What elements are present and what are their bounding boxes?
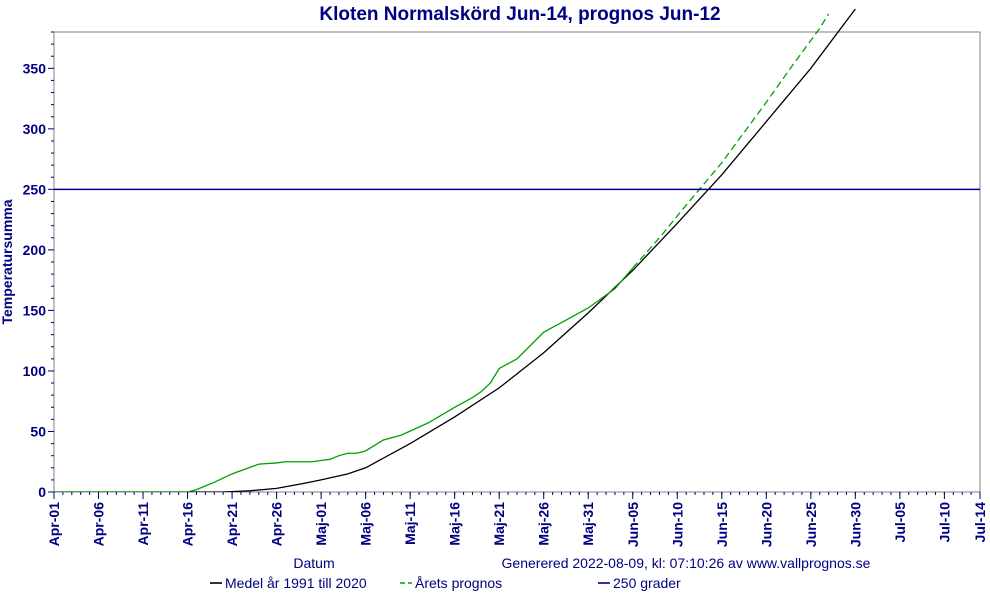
x-tick-label: Jul-10 bbox=[936, 502, 952, 543]
x-tick-label: Apr-26 bbox=[269, 502, 285, 547]
x-tick-label: Maj-11 bbox=[402, 502, 418, 545]
x-tick-label: Jun-10 bbox=[669, 502, 685, 547]
y-tick-label: 200 bbox=[23, 242, 47, 258]
x-axis-label: Datum bbox=[293, 555, 334, 571]
legend-label: Medel år 1991 till 2020 bbox=[225, 575, 367, 591]
y-tick-label: 50 bbox=[30, 423, 46, 439]
x-tick-label: Maj-16 bbox=[447, 502, 463, 546]
y-tick-label: 300 bbox=[23, 121, 47, 137]
y-tick-label: 250 bbox=[23, 181, 47, 197]
y-tick-label: 100 bbox=[23, 363, 47, 379]
x-tick-label: Apr-11 bbox=[135, 502, 151, 546]
x-tick-label: Jun-15 bbox=[714, 502, 730, 547]
plot-frame bbox=[53, 31, 981, 493]
x-tick-label: Jun-30 bbox=[847, 502, 863, 547]
x-tick-label: Jun-20 bbox=[758, 502, 774, 547]
x-tick-label: Jul-05 bbox=[892, 502, 908, 543]
x-tick-label: Apr-01 bbox=[46, 502, 62, 547]
x-tick-label: Jun-05 bbox=[625, 502, 641, 547]
x-tick-label: Maj-21 bbox=[491, 502, 507, 546]
chart-legend: Medel år 1991 till 2020 Årets prognos 250 … bbox=[210, 575, 681, 591]
x-tick-label: Maj-31 bbox=[580, 502, 596, 546]
x-tick-label: Apr-21 bbox=[224, 502, 240, 547]
plot-area: 0 50 100 150 200 250 300 350 Apr-01 Apr-06 Apr-11 A… bbox=[23, 8, 988, 547]
legend-label: 250 grader bbox=[613, 575, 681, 591]
y-tick-label: 150 bbox=[23, 302, 47, 318]
series-line-forecast-projected bbox=[632, 13, 830, 269]
series-line-forecast-observed bbox=[54, 267, 634, 492]
legend-label: Årets prognos bbox=[415, 575, 502, 591]
chart-title: Kloten Normalskörd Jun-14, prognos Jun-1… bbox=[319, 4, 720, 25]
x-tick-label: Jun-25 bbox=[803, 502, 819, 547]
generated-footer: Generered 2022-08-09, kl: 07:10:26 av ww… bbox=[502, 555, 871, 571]
x-tick-label: Maj-06 bbox=[358, 502, 374, 546]
x-tick-label: Maj-26 bbox=[536, 502, 552, 546]
y-tick-label: 0 bbox=[38, 484, 46, 500]
series-line-normal bbox=[54, 8, 856, 492]
series-group bbox=[54, 8, 980, 492]
y-tick-label: 350 bbox=[23, 60, 47, 76]
x-tick-label: Jul-14 bbox=[972, 502, 988, 543]
x-tick-label: Maj-01 bbox=[313, 502, 329, 546]
x-tick-label: Apr-06 bbox=[91, 502, 107, 547]
x-tick-label: Apr-16 bbox=[180, 502, 196, 547]
y-axis-label: Temperatursumma bbox=[0, 199, 15, 324]
